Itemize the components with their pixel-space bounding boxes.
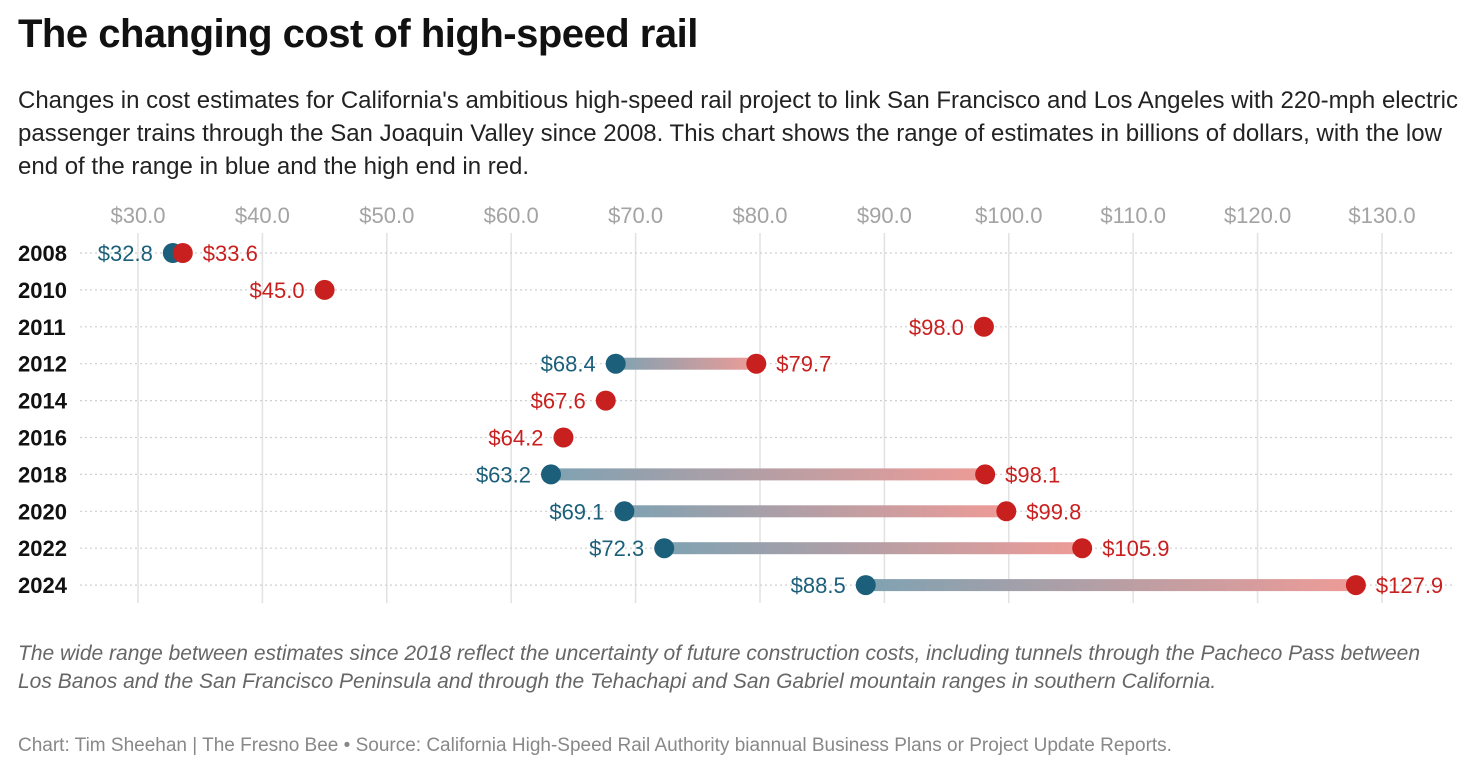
x-tick-label: $110.0 bbox=[1100, 203, 1166, 228]
row-label: 2018 bbox=[18, 462, 67, 487]
low-dot bbox=[605, 353, 626, 374]
x-tick-label: $30.0 bbox=[110, 203, 165, 228]
high-value-label: $98.0 bbox=[909, 315, 964, 340]
high-value-label: $98.1 bbox=[1005, 462, 1060, 487]
range-bar bbox=[551, 468, 986, 481]
high-value-label: $79.7 bbox=[776, 352, 831, 377]
high-value-label: $33.6 bbox=[203, 241, 258, 266]
low-value-label: $32.8 bbox=[98, 241, 153, 266]
x-tick-label: $40.0 bbox=[235, 203, 290, 228]
row-label: 2011 bbox=[18, 315, 66, 340]
low-value-label: $63.2 bbox=[476, 462, 531, 487]
row-label: 2010 bbox=[18, 278, 67, 303]
row-label: 2024 bbox=[18, 573, 68, 598]
low-dot bbox=[654, 538, 675, 559]
low-value-label: $72.3 bbox=[589, 536, 644, 561]
high-value-label: $127.9 bbox=[1376, 573, 1443, 598]
low-value-label: $88.5 bbox=[791, 573, 846, 598]
high-dot bbox=[973, 316, 994, 337]
high-dot bbox=[172, 243, 193, 263]
x-tick-label: $90.0 bbox=[857, 203, 912, 228]
high-dot bbox=[996, 501, 1017, 522]
high-dot bbox=[595, 390, 616, 411]
chart-credit: Chart: Tim Sheehan | The Fresno Bee • So… bbox=[18, 735, 1172, 756]
high-dot bbox=[1345, 575, 1366, 596]
high-dot bbox=[975, 464, 996, 485]
row-label: 2014 bbox=[18, 389, 68, 414]
high-value-label: $105.9 bbox=[1102, 536, 1169, 561]
row-label: 2012 bbox=[18, 352, 67, 377]
row-label: 2016 bbox=[18, 426, 67, 451]
x-tick-label: $70.0 bbox=[608, 203, 663, 228]
dumbbell-chart: $30.0 $40.0 $50.0 $60.0 $70.0 $80.0 $90.0 $100.… bbox=[18, 203, 1452, 603]
chart-subtitle: Changes in cost estimates for California… bbox=[18, 87, 1458, 180]
x-tick-label: $80.0 bbox=[732, 203, 787, 228]
row-label: 2020 bbox=[18, 499, 67, 524]
x-tick-label: $100.0 bbox=[975, 203, 1042, 228]
row-label: 2008 bbox=[18, 241, 67, 266]
low-dot bbox=[541, 464, 562, 485]
low-value-label: $69.1 bbox=[549, 499, 604, 524]
x-tick-label: $50.0 bbox=[359, 203, 414, 228]
high-value-label: $64.2 bbox=[488, 426, 543, 451]
x-tick-label: $120.0 bbox=[1224, 203, 1291, 228]
low-dot bbox=[855, 575, 876, 596]
x-tick-label: $130.0 bbox=[1348, 203, 1415, 228]
high-dot bbox=[746, 353, 767, 374]
high-value-label: $45.0 bbox=[250, 278, 305, 303]
high-dot bbox=[314, 279, 335, 300]
low-dot bbox=[614, 501, 635, 522]
range-bar bbox=[624, 505, 1007, 518]
high-dot bbox=[553, 427, 574, 448]
row-label: 2022 bbox=[18, 536, 67, 561]
range-bar bbox=[615, 357, 757, 370]
high-value-label: $99.8 bbox=[1026, 499, 1081, 524]
range-bar bbox=[664, 542, 1083, 555]
high-value-label: $67.6 bbox=[531, 389, 586, 414]
chart-note: The wide range between estimates since 2… bbox=[18, 642, 1420, 693]
x-tick-label: $60.0 bbox=[484, 203, 539, 228]
chart-title: The changing cost of high-speed rail bbox=[18, 12, 698, 56]
high-dot bbox=[1072, 538, 1093, 559]
low-value-label: $68.4 bbox=[541, 352, 596, 377]
range-bar bbox=[865, 579, 1356, 592]
